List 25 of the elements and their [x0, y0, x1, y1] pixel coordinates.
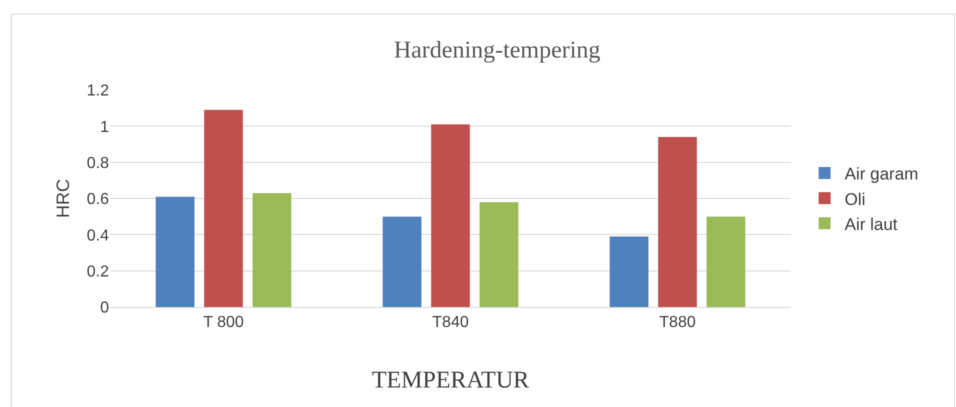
bar	[382, 216, 422, 307]
x-axis-title: TEMPERATUR	[372, 368, 530, 394]
bar	[156, 196, 194, 307]
y-tick-label: 0.8	[86, 154, 110, 172]
y-tick-label: 0	[100, 300, 110, 317]
legend-label: Air garam	[844, 164, 918, 184]
y-axis-title: HRC	[52, 179, 73, 218]
legend-label: Oli	[844, 190, 866, 209]
y-tick-label: 1	[100, 118, 110, 136]
y-tick-label: 0.2	[86, 263, 110, 280]
bar	[658, 137, 697, 307]
x-tick-label: T880	[659, 314, 696, 332]
bar	[431, 124, 470, 307]
y-tick-label: 1.2	[86, 82, 110, 100]
y-tick-label: 0.4	[86, 227, 110, 244]
x-tick-label: T840	[432, 314, 469, 332]
x-tick-label: T 800	[203, 314, 244, 332]
legend-label: Air laut	[844, 214, 898, 234]
bar	[480, 202, 518, 307]
y-tick-label: 0.6	[86, 191, 110, 208]
bar	[252, 193, 292, 307]
bar	[706, 216, 746, 307]
bar	[610, 236, 648, 307]
bar	[204, 110, 243, 307]
chart-title: Hardening-tempering	[394, 38, 600, 64]
